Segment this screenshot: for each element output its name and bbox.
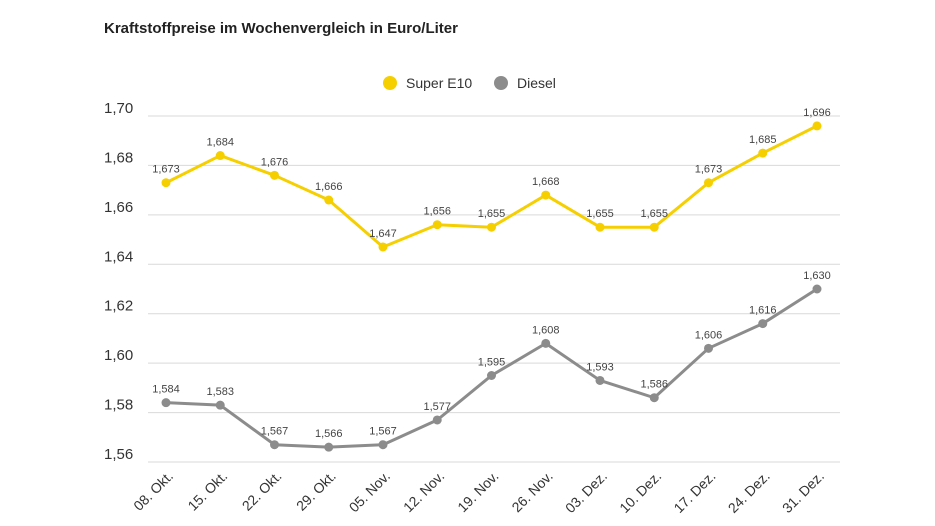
data-point [704, 343, 713, 353]
data-point [215, 151, 225, 161]
data-label: 1,655 [478, 208, 506, 220]
chart-title: Kraftstoffpreise im Wochenvergleich in E… [104, 20, 458, 37]
data-point [215, 400, 225, 410]
data-point [161, 178, 171, 188]
data-point [270, 440, 279, 450]
y-axis: 1,56 1,58 1,60 1,62 1,64 1,66 1,68 1,70 [104, 100, 133, 463]
data-label: 1,673 [152, 164, 180, 176]
data-label: 1,583 [206, 386, 234, 398]
data-point [649, 393, 659, 403]
data-label: 1,567 [369, 426, 397, 438]
series-diesel: 1,584 1,583 1,567 1,566 1,567 1,577 1,595 1,608… [152, 270, 831, 452]
legend-label-diesel: Diesel [517, 75, 556, 91]
x-tick-label: 10. Dez. [616, 468, 664, 516]
data-point [432, 415, 442, 425]
gridlines [148, 115, 840, 463]
series-super-e10: 1,673 1,684 1,676 1,666 1,647 1,656 1,655 1,668… [152, 107, 831, 252]
y-tick-label: 1,58 [104, 397, 133, 414]
data-point [812, 284, 822, 294]
x-tick-label: 03. Dez. [562, 468, 610, 516]
y-tick-label: 1,64 [104, 248, 133, 265]
x-tick-label: 08. Okt. [130, 468, 176, 514]
data-label: 1,595 [478, 357, 506, 369]
data-label: 1,584 [152, 384, 180, 396]
x-tick-label: 19. Nov. [454, 468, 501, 515]
data-point [378, 440, 388, 450]
x-tick-label: 22. Okt. [239, 468, 285, 514]
legend-item-super-e10: Super E10 [383, 75, 472, 91]
legend-label-super-e10: Super E10 [406, 75, 473, 91]
data-point [595, 222, 605, 232]
y-tick-label: 1,56 [104, 446, 133, 463]
data-point [324, 195, 334, 205]
x-tick-label: 29. Okt. [293, 468, 339, 514]
data-label: 1,655 [586, 208, 614, 220]
data-point [161, 398, 171, 408]
legend-item-diesel: Diesel [494, 75, 556, 91]
data-label: 1,673 [695, 164, 723, 176]
data-label: 1,567 [261, 426, 289, 438]
y-tick-label: 1,62 [104, 298, 133, 315]
legend-swatch-diesel [494, 76, 508, 90]
data-label: 1,666 [315, 181, 343, 193]
data-label: 1,593 [586, 361, 614, 373]
data-point [541, 190, 551, 200]
data-point [541, 338, 551, 348]
series-group: 1,673 1,684 1,676 1,666 1,647 1,656 1,655 1,668… [152, 107, 831, 452]
legend-swatch-super-e10 [383, 76, 397, 90]
data-point [432, 220, 442, 230]
x-tick-label: 24. Dez. [725, 468, 773, 516]
data-point [758, 319, 768, 329]
data-label: 1,656 [423, 206, 451, 218]
x-tick-label: 15. Okt. [184, 468, 230, 514]
y-tick-label: 1,60 [104, 347, 133, 364]
data-point [487, 371, 496, 380]
x-tick-label: 05. Nov. [346, 468, 393, 515]
data-point [324, 442, 334, 452]
data-point [758, 148, 768, 158]
data-label: 1,577 [423, 401, 451, 413]
data-label: 1,696 [803, 107, 831, 119]
data-label: 1,606 [695, 329, 723, 341]
data-point [378, 242, 388, 252]
x-tick-label: 12. Nov. [400, 468, 447, 515]
data-label: 1,676 [261, 156, 289, 168]
data-label: 1,616 [749, 305, 777, 317]
x-axis: 08. Okt. 15. Okt. 22. Okt. 29. Okt. 05. Nov.… [130, 468, 827, 516]
data-point [595, 375, 605, 385]
data-label: 1,684 [206, 137, 234, 149]
data-point [487, 222, 496, 232]
data-label: 1,668 [532, 176, 560, 188]
data-point [704, 178, 713, 188]
data-point [649, 222, 659, 232]
data-point [270, 170, 279, 180]
y-tick-label: 1,70 [104, 100, 133, 117]
y-tick-label: 1,66 [104, 199, 133, 216]
data-point [812, 121, 822, 131]
x-tick-label: 26. Nov. [508, 468, 555, 515]
data-label: 1,608 [532, 324, 560, 336]
x-tick-label: 31. Dez. [779, 468, 827, 516]
data-label: 1,647 [369, 228, 397, 240]
y-tick-label: 1,68 [104, 149, 133, 166]
data-label: 1,566 [315, 428, 343, 440]
data-label: 1,655 [640, 208, 668, 220]
data-label: 1,586 [640, 379, 668, 391]
data-label: 1,630 [803, 270, 831, 282]
data-label: 1,685 [749, 134, 777, 146]
x-tick-label: 17. Dez. [670, 468, 718, 516]
legend: Super E10 Diesel [0, 75, 935, 95]
